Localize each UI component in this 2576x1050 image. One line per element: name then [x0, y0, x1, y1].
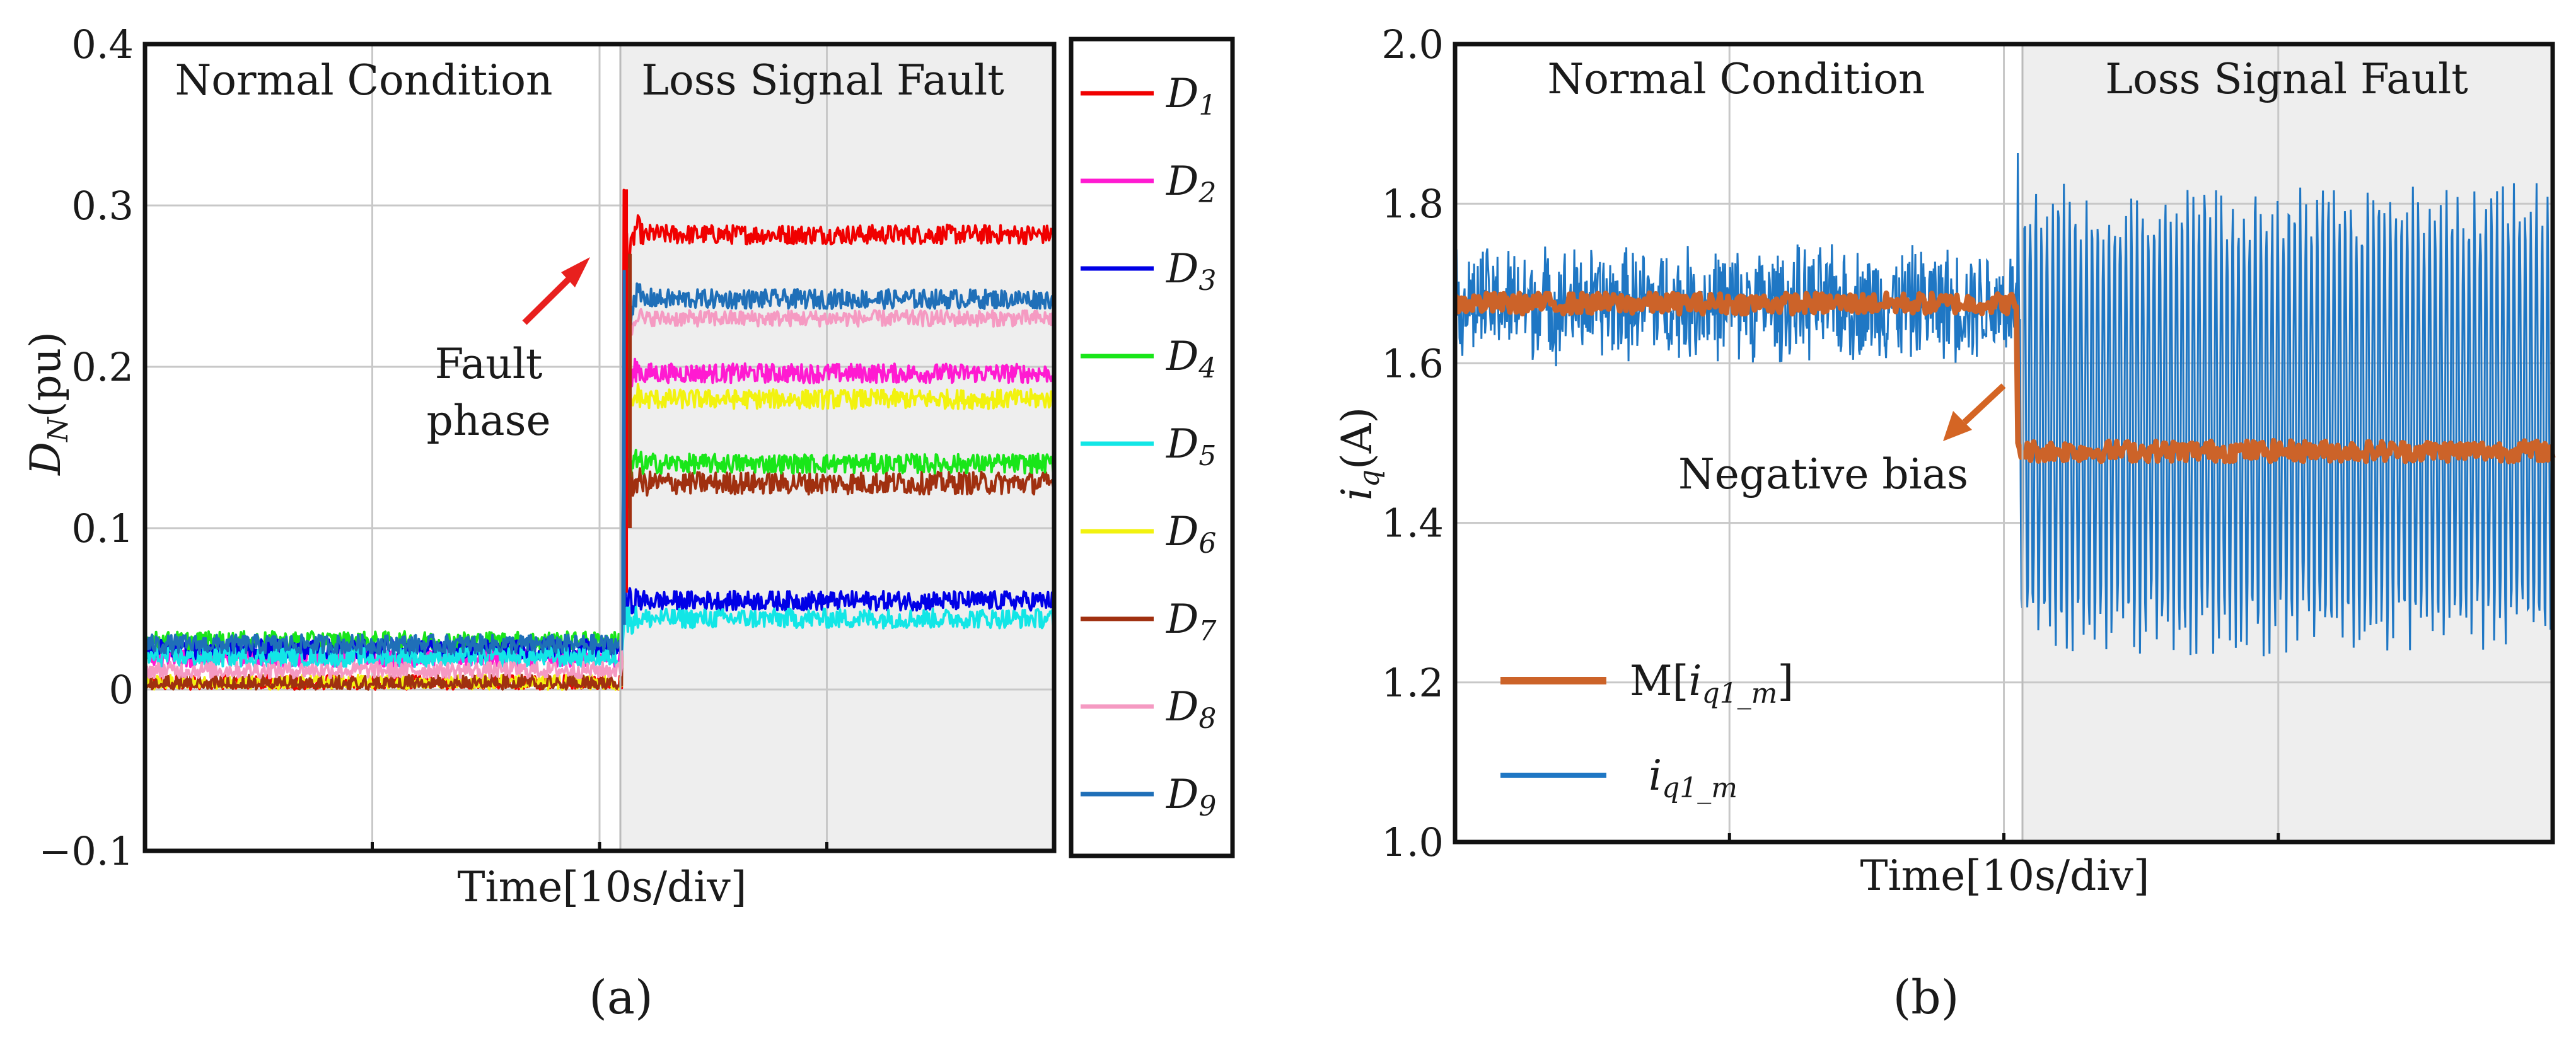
negative-bias-arrow-shaft	[1962, 383, 2006, 425]
legend-a-label-D5: D5	[1166, 421, 1216, 472]
legend-b-label-raw: iq1_m	[1649, 751, 1738, 804]
panel-b-y-tick-label: 2.0	[1381, 21, 1444, 67]
panel-a-y-tick-label: 0.3	[71, 183, 134, 229]
panel-a-gridlines	[145, 44, 1054, 851]
legend-b-label-mean: M[iq1_m]	[1630, 657, 1794, 710]
series-iq1m-line	[1454, 153, 2554, 657]
legend-a-label-D1: D1	[1166, 71, 1216, 122]
panel-a-annotation-line2: phase	[426, 396, 550, 445]
panel-a-y-tick-label: 0	[109, 667, 134, 713]
legend-a-label-D9: D9	[1166, 771, 1216, 822]
panel-a-y-tick-label: 0.1	[71, 505, 134, 551]
negative-bias-arrow-head	[1943, 411, 1972, 441]
panel-b-y-axis-label: iq(A)	[1333, 407, 1386, 500]
legend-a-label-D2: D2	[1166, 158, 1216, 209]
panel-b-gridlines	[1455, 44, 2553, 842]
series-D7-line	[144, 467, 1055, 691]
panel-a-y-tick-label: −0.1	[38, 828, 134, 874]
legend-a-label-D7: D7	[1166, 596, 1216, 647]
panel-b-annotation-label: Negative bias	[1678, 450, 1968, 499]
panel-a-y-tick-label: 0.4	[71, 21, 134, 67]
panel-a-annotation-line1: Fault	[435, 340, 543, 388]
panel-a-fault-region	[620, 44, 1054, 851]
panel-a-label: (a)	[589, 971, 653, 1025]
panel-a-legend-box	[1069, 37, 1235, 858]
series-D8-line	[144, 301, 1055, 679]
panel-b-y-tick-label: 1.0	[1381, 819, 1444, 865]
panel-b-y-tick-label: 1.8	[1381, 181, 1444, 227]
panel-a-legend: D1 D2 D3 D4 D5 D6 D7 D8 D9	[1069, 37, 1235, 858]
panel-b: 1.0 1.2 1.4 1.6 1.8 2.0 Normal Condition Loss…	[1333, 21, 2556, 1025]
panel-b-label: (b)	[1893, 971, 1959, 1025]
panel-a-series	[144, 188, 1055, 691]
panel-a-y-ticks: −0.1 0 0.1 0.2 0.3 0.4	[38, 21, 828, 874]
panel-b-region-fault-label: Loss Signal Fault	[2105, 55, 2468, 103]
series-D4-line	[144, 449, 1055, 652]
panel-b-series	[1453, 153, 2556, 657]
legend-a-label-D6: D6	[1166, 509, 1216, 560]
panel-b-y-tick-label: 1.4	[1381, 500, 1444, 546]
series-D5-line	[144, 606, 1055, 668]
panel-b-y-tick-label: 1.6	[1381, 340, 1444, 386]
series-M-iq1m-line	[1453, 290, 2556, 464]
panel-a: −0.1 0 0.1 0.2 0.3 0.4 Normal Condition Loss …	[21, 21, 1235, 1025]
legend-a-label-D8: D8	[1166, 684, 1216, 735]
fault-phase-arrow-head	[561, 257, 590, 287]
panel-b-y-ticks: 1.0 1.2 1.4 1.6 1.8 2.0	[1381, 21, 2280, 865]
fault-phase-arrow-shaft	[522, 276, 572, 325]
panel-b-y-tick-label: 1.2	[1381, 660, 1444, 706]
panel-a-region-normal-label: Normal Condition	[175, 56, 552, 105]
panel-b-legend: M[iq1_m] iq1_m	[1500, 657, 1794, 804]
series-D9-line	[144, 270, 1055, 655]
panel-b-region-normal-label: Normal Condition	[1547, 55, 1925, 103]
panel-a-y-tick-label: 0.2	[71, 344, 134, 390]
legend-a-label-D3: D3	[1166, 246, 1216, 297]
panel-a-region-fault-label: Loss Signal Fault	[641, 56, 1004, 105]
panel-a-x-axis-label: Time[10s/div]	[457, 863, 746, 911]
legend-a-label-D4: D4	[1166, 333, 1216, 384]
panel-b-x-axis-label: Time[10s/div]	[1860, 851, 2149, 900]
panel-a-y-axis-label: DN(pu)	[21, 332, 74, 476]
